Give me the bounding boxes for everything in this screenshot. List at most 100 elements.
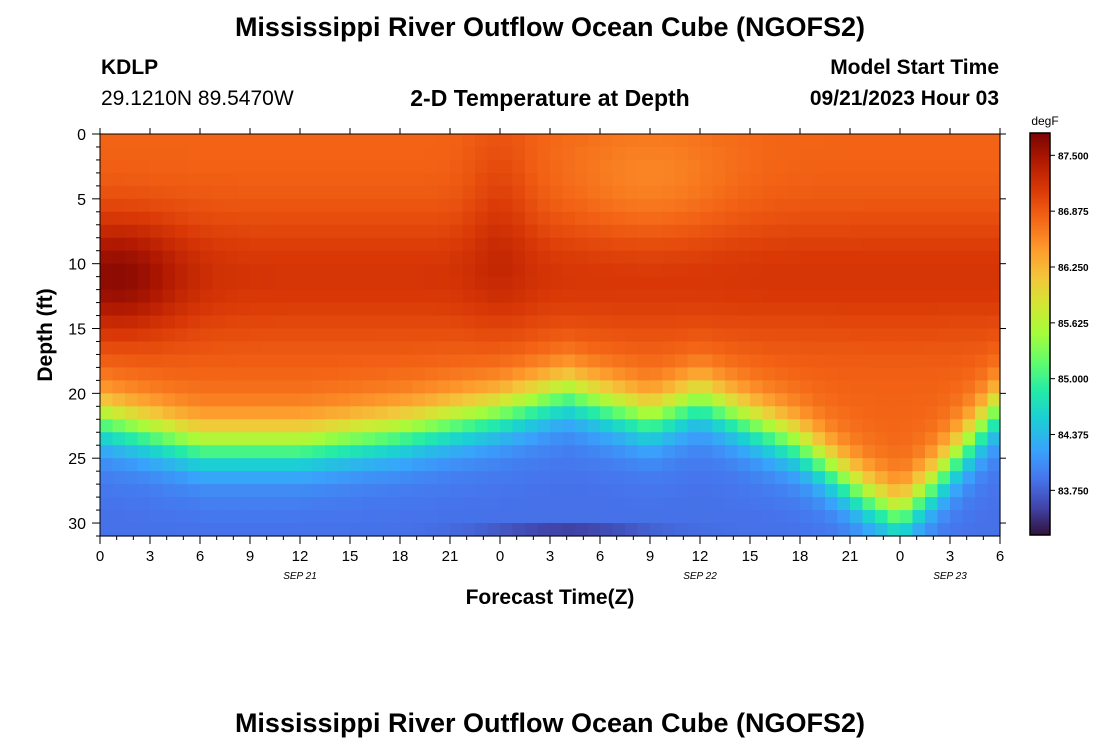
heatmap-cell [562, 302, 576, 317]
heatmap-cell [275, 302, 289, 317]
heatmap-cell [662, 484, 676, 498]
heatmap-cell [975, 432, 989, 446]
heatmap-cell [212, 419, 226, 433]
heatmap-cell [875, 419, 889, 433]
heatmap-cell [675, 263, 689, 278]
heatmap-cell [262, 406, 276, 420]
heatmap-cell [225, 159, 239, 174]
heatmap-cell [350, 445, 364, 459]
heatmap-cell [325, 393, 339, 407]
date-labels: SEP 21 SEP 22 SEP 23 [283, 571, 967, 582]
heatmap-cell [362, 484, 376, 498]
heatmap-cell [550, 354, 564, 369]
heatmap-cell [550, 445, 564, 459]
heatmap-cell [437, 471, 451, 485]
heatmap-cell [775, 458, 789, 472]
x-tick-label: 3 [146, 548, 154, 565]
heatmap-cell [350, 211, 364, 226]
heatmap-cell [550, 289, 564, 304]
heatmap-cell [137, 289, 151, 304]
heatmap-cell [812, 432, 826, 446]
heatmap-cell [750, 367, 764, 381]
heatmap-cell [862, 276, 876, 291]
heatmap-cell [212, 134, 226, 148]
heatmap-cell [762, 445, 776, 459]
heatmap-cell [925, 354, 939, 369]
heatmap-cell [562, 458, 576, 472]
heatmap-cell [150, 224, 164, 239]
heatmap-cell [525, 497, 539, 511]
heatmap-cell [887, 302, 901, 317]
heatmap-cell [100, 523, 114, 537]
heatmap-cell [850, 393, 864, 407]
heatmap-cell [725, 289, 739, 304]
heatmap-cell [450, 406, 464, 420]
heatmap-cell [750, 315, 764, 330]
heatmap-cell [575, 302, 589, 317]
heatmap-cell [275, 146, 289, 161]
heatmap-cell [150, 354, 164, 369]
heatmap-cell [175, 367, 189, 381]
heatmap-cell [525, 458, 539, 472]
heatmap-cell [262, 276, 276, 291]
heatmap-cell [125, 276, 139, 291]
heatmap-cell [725, 146, 739, 161]
heatmap-cell [800, 250, 814, 265]
page-title-repeat: Mississippi River Outflow Ocean Cube (NG… [234, 708, 866, 738]
heatmap-cell [900, 276, 914, 291]
heatmap-cell [725, 380, 739, 394]
heatmap-cell [325, 484, 339, 498]
heatmap-cell [650, 237, 664, 252]
heatmap-cell [550, 471, 564, 485]
heatmap-cell [112, 198, 126, 213]
heatmap-cell [412, 185, 426, 200]
heatmap-cell [425, 406, 439, 420]
heatmap-cell [762, 289, 776, 304]
heatmap-cell [450, 289, 464, 304]
heatmap-cell [662, 341, 676, 356]
heatmap-cell [825, 302, 839, 317]
heatmap-cell [512, 380, 526, 394]
heatmap-cell [525, 406, 539, 420]
heatmap-cell [500, 211, 514, 226]
heatmap-cell [625, 328, 639, 343]
heatmap-cell [937, 458, 951, 472]
heatmap-cell [112, 341, 126, 356]
heatmap-cell [825, 419, 839, 433]
heatmap-cell [362, 289, 376, 304]
heatmap-cell [412, 471, 426, 485]
heatmap-cell [212, 380, 226, 394]
heatmap-cell [737, 134, 751, 148]
heatmap-cell [525, 367, 539, 381]
heatmap-cell [212, 523, 226, 537]
heatmap-cell [850, 134, 864, 148]
heatmap-cell [912, 328, 926, 343]
heatmap-cell [300, 497, 314, 511]
heatmap-cell [237, 484, 251, 498]
heatmap-cell [650, 497, 664, 511]
heatmap-cell [987, 497, 1001, 511]
heatmap-cell [625, 315, 639, 330]
heatmap-cell [537, 250, 551, 265]
heatmap-cell [262, 211, 276, 226]
heatmap-cell [900, 458, 914, 472]
heatmap-cell [237, 406, 251, 420]
heatmap-cell [775, 224, 789, 239]
heatmap-cell [800, 328, 814, 343]
heatmap-cell [562, 263, 576, 278]
y-tick-label: 5 [77, 192, 86, 209]
heatmap-cell [100, 367, 114, 381]
heatmap-cell [825, 406, 839, 420]
heatmap-cell [912, 393, 926, 407]
heatmap-cell [300, 458, 314, 472]
heatmap-cell [725, 341, 739, 356]
heatmap-cell [587, 367, 601, 381]
colorbar-unit: degF [1031, 114, 1058, 128]
heatmap-cell [412, 159, 426, 174]
heatmap-cell [912, 523, 926, 537]
heatmap-cell [162, 471, 176, 485]
heatmap-cell [512, 510, 526, 524]
heatmap-cell [637, 497, 651, 511]
heatmap-cell [375, 380, 389, 394]
heatmap-cell [550, 458, 564, 472]
